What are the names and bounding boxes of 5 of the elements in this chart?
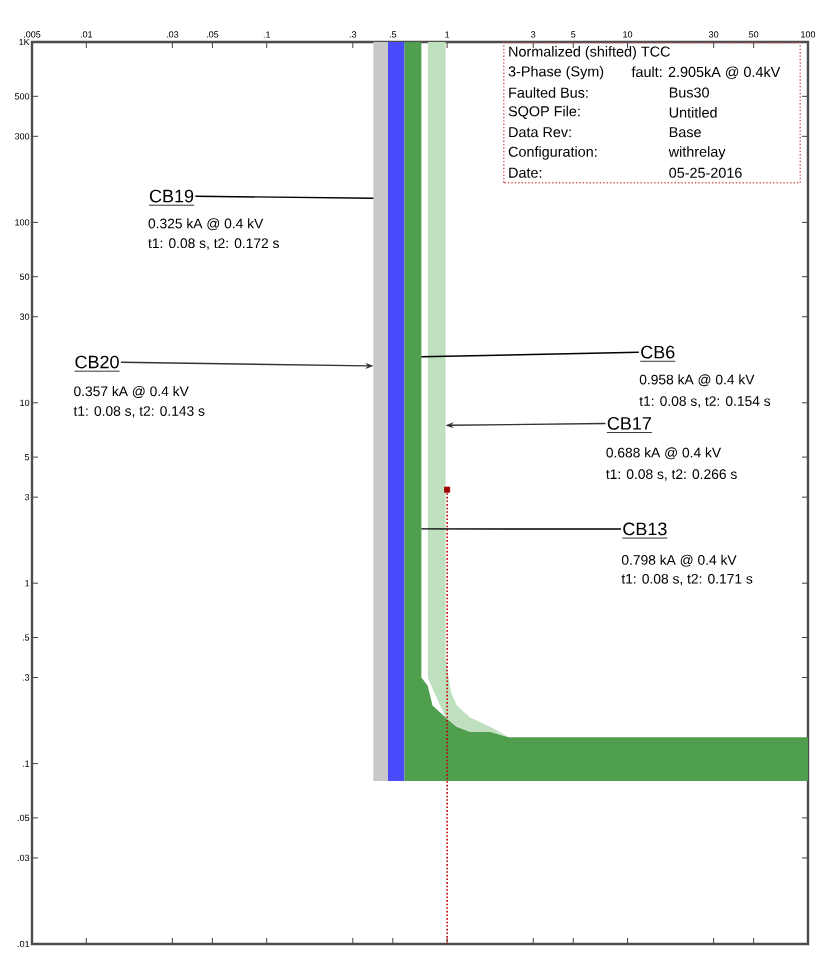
annotation: CB20 — [75, 355, 119, 369]
annotation: CB6 — [641, 345, 675, 359]
annotation: CB13 — [623, 522, 667, 536]
annotation: CB17 — [607, 416, 651, 430]
annotation: CB19 — [149, 189, 194, 203]
